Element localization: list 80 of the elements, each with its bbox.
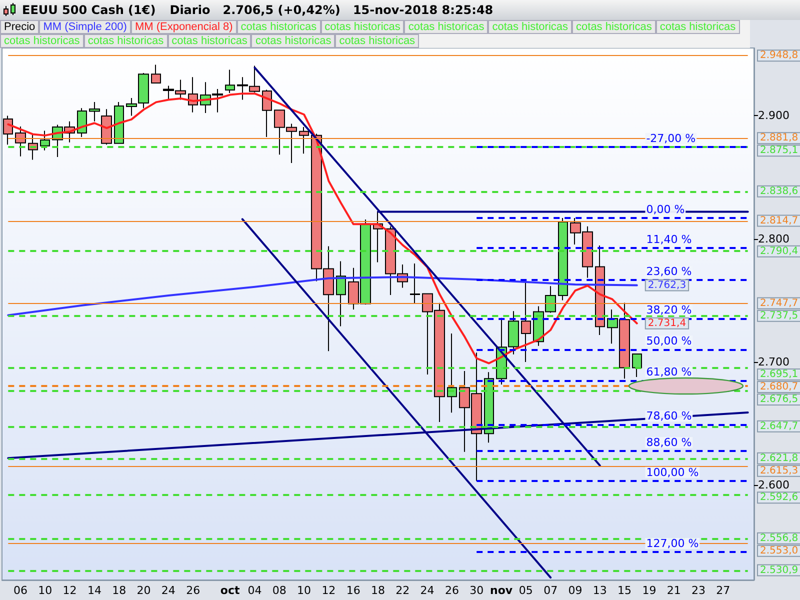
x-tick-label: 24 bbox=[420, 584, 434, 597]
x-tick-label: 13 bbox=[592, 584, 607, 597]
annotation: 127,00 % bbox=[646, 537, 699, 550]
ref-line-label: 2.881,8 bbox=[760, 132, 798, 144]
x-tick-label: 07 bbox=[544, 584, 558, 597]
text: cotas historicas bbox=[656, 20, 740, 34]
x-tick-label: 21 bbox=[666, 584, 681, 597]
y-tick-label: 2.800 bbox=[758, 232, 790, 246]
x-tick-label: oct bbox=[220, 584, 240, 597]
ref-line-label: 2.737,5 bbox=[760, 310, 798, 322]
ref-line-label: 2.695,1 bbox=[760, 369, 798, 380]
y-tick-label: 2.700 bbox=[758, 356, 790, 369]
annotation: 50,00 % bbox=[646, 334, 692, 348]
ref-line-label: 2.790,4 bbox=[760, 246, 798, 257]
x-tick-label: 06 bbox=[13, 584, 28, 597]
y-tick-label: 2.900 bbox=[758, 109, 790, 122]
x-tick-label: 20 bbox=[136, 584, 151, 597]
ref-line-label: 2.615,3 bbox=[760, 465, 798, 476]
x-tick-label: 22 bbox=[396, 584, 410, 597]
x-tick-label: 10 bbox=[38, 584, 52, 597]
x-tick-label: 23 bbox=[692, 584, 706, 597]
text: MM (Exponencial 8) bbox=[130, 20, 237, 34]
chart-title: EEUU 500 Cash (1€) bbox=[22, 3, 156, 17]
x-tick-label: 18 bbox=[371, 584, 385, 597]
ref-line-label: 2.875,1 bbox=[760, 145, 798, 156]
x-tick-label: 19 bbox=[642, 584, 656, 597]
text: cotas historicas bbox=[168, 34, 252, 48]
text: cotas historicas bbox=[236, 20, 321, 34]
x-tick-label: 18 bbox=[112, 584, 126, 597]
text: cotas historicas bbox=[572, 20, 656, 34]
text: cotas historicas bbox=[488, 20, 572, 34]
ref-line-label: 2.948,8 bbox=[760, 50, 798, 62]
legend-label: Precio bbox=[0, 20, 40, 34]
x-tick-label: 26 bbox=[186, 584, 200, 597]
data-label: 2.762,3 bbox=[648, 280, 686, 291]
annotation: -27,00 % bbox=[646, 132, 696, 146]
x-tick-label: 10 bbox=[297, 584, 312, 597]
annotation: 23,60 % bbox=[646, 265, 692, 278]
text: cotas historicas bbox=[320, 20, 404, 34]
x-tick-label: 08 bbox=[272, 584, 286, 597]
x-tick-label: 04 bbox=[248, 584, 262, 597]
x-tick-label: 27 bbox=[716, 584, 730, 597]
text: cotas historicas bbox=[84, 34, 168, 48]
annotation: 61,80 % bbox=[646, 365, 692, 378]
annotation: 100,00 % bbox=[646, 466, 699, 479]
ref-line-label: 2.814,7 bbox=[760, 215, 798, 226]
annotation: 88,60 % bbox=[646, 436, 692, 449]
annotation: 38,20 % bbox=[646, 303, 692, 316]
text: cotas historicas bbox=[251, 34, 336, 48]
y-tick-label: 2.600 bbox=[758, 478, 790, 492]
annotation: 11,40 % bbox=[646, 232, 692, 246]
ref-line-label: 2.592,6 bbox=[760, 492, 798, 504]
x-tick-label: 24 bbox=[161, 584, 176, 597]
text: MM (Simple 200) bbox=[39, 20, 131, 34]
x-tick-label: 15 bbox=[618, 584, 632, 597]
x-tick-label: 26 bbox=[444, 584, 459, 597]
text: cotas historicas bbox=[335, 34, 420, 48]
x-tick-label: 30 bbox=[470, 584, 484, 597]
x-tick-label: 12 bbox=[322, 584, 336, 597]
text: cotas historicas bbox=[0, 34, 84, 48]
x-tick-label: 05 bbox=[518, 584, 533, 597]
data-label: 2.731,4 bbox=[648, 318, 686, 329]
ref-line-label: 2.647,7 bbox=[760, 420, 798, 432]
ref-line-label: 2.680,7 bbox=[760, 382, 798, 393]
x-tick-label: nov bbox=[490, 584, 514, 597]
ref-line-label: 2.621,8 bbox=[760, 452, 798, 464]
ref-line-label: 2.838,6 bbox=[760, 186, 798, 197]
ref-line-label: 2.530,9 bbox=[760, 564, 798, 576]
x-tick-label: 14 bbox=[87, 584, 102, 597]
chart-subtitle: Diario 2.706,5 (+0,42%) 15-nov-2018 8:25:48 bbox=[170, 3, 494, 17]
ref-line-label: 2.556,8 bbox=[760, 532, 798, 544]
x-tick-label: 12 bbox=[62, 584, 77, 597]
x-tick-label: 16 bbox=[346, 584, 360, 597]
x-tick-label: 09 bbox=[568, 584, 582, 597]
annotation: 78,60 % bbox=[646, 410, 692, 423]
annotation: 0,00 % bbox=[646, 202, 685, 216]
ref-line-label: 2.747,7 bbox=[760, 298, 798, 309]
text: cotas historicas bbox=[404, 20, 488, 34]
ref-line-label: 2.553,0 bbox=[760, 545, 798, 556]
ref-line-label: 2.676,5 bbox=[760, 394, 798, 406]
